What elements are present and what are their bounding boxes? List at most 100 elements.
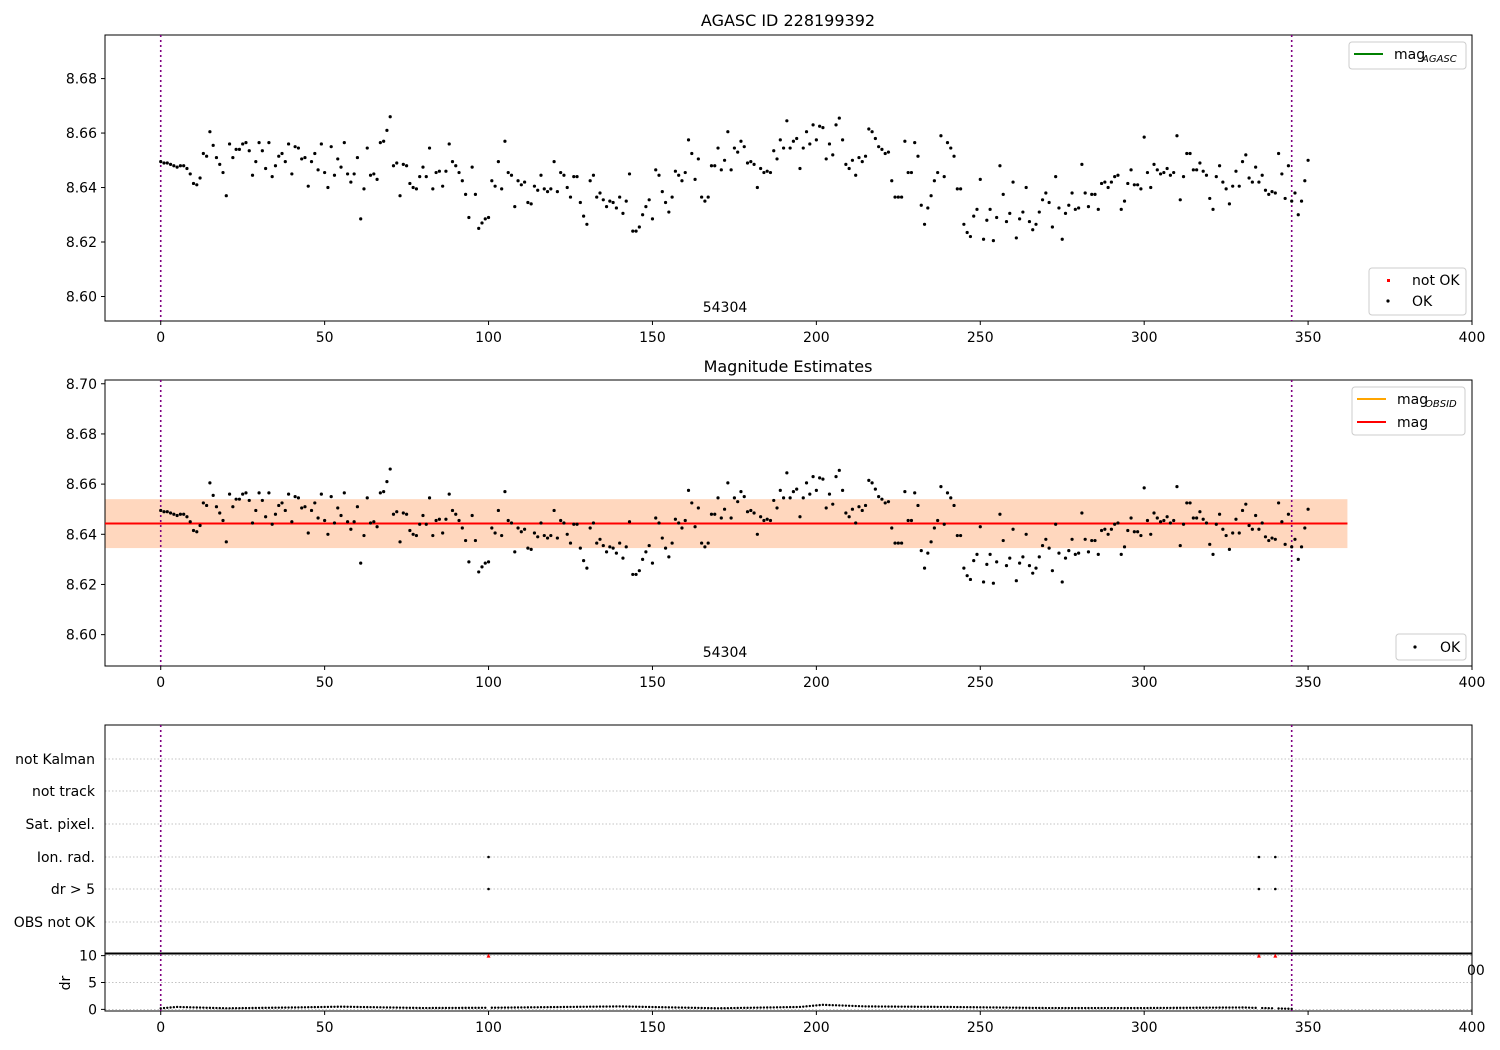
ok-point xyxy=(1250,527,1254,531)
ok-point xyxy=(1139,533,1143,538)
dr-point xyxy=(1182,1006,1185,1010)
ok-point xyxy=(1132,530,1136,534)
ok-point xyxy=(988,207,992,211)
dr-point xyxy=(788,1005,792,1009)
x-tick-label: 50 xyxy=(316,330,334,346)
ok-point xyxy=(1096,207,1100,211)
ok-point xyxy=(1217,164,1222,168)
dr-point xyxy=(726,1006,730,1010)
dr-point xyxy=(1247,1006,1251,1009)
ok-point xyxy=(660,190,664,194)
ok-point xyxy=(1250,180,1254,184)
ok-point xyxy=(555,536,559,540)
ok-point xyxy=(1191,516,1195,520)
ok-point xyxy=(1106,185,1110,190)
ok-point xyxy=(778,138,782,142)
dr-point xyxy=(618,1005,621,1008)
ok-points xyxy=(159,115,1310,243)
dr-point xyxy=(1015,1006,1018,1009)
ok-point xyxy=(936,170,940,175)
ok-point xyxy=(955,533,959,538)
ok-point xyxy=(922,566,927,570)
ok-point xyxy=(1257,527,1261,531)
dr-point xyxy=(1047,1006,1051,1010)
ok-point xyxy=(1181,522,1186,526)
dr-point xyxy=(906,1005,910,1008)
ok-point xyxy=(1165,166,1169,171)
ok-point xyxy=(1240,160,1245,164)
ok-point xyxy=(929,540,933,544)
dr-point xyxy=(811,1004,815,1007)
ok-point xyxy=(742,145,746,149)
ok-point xyxy=(1195,168,1199,172)
ok-point xyxy=(988,552,992,556)
ok-point xyxy=(1113,175,1117,179)
ok-point xyxy=(427,496,432,500)
ok-point xyxy=(929,194,933,198)
dr-point xyxy=(1270,1007,1274,1010)
x-tick-label: 0 xyxy=(156,1020,165,1036)
dr-point xyxy=(575,1005,579,1009)
ok-point xyxy=(657,173,661,177)
ok-point xyxy=(608,199,612,203)
dr-point xyxy=(608,1005,612,1008)
ok-point xyxy=(765,517,769,521)
ok-point xyxy=(870,481,874,485)
ok-point xyxy=(585,566,589,570)
ok-point xyxy=(1099,181,1104,186)
ok-point xyxy=(418,175,422,179)
ok-point xyxy=(981,580,986,584)
ok-point xyxy=(706,541,710,545)
dr-point xyxy=(762,1006,766,1009)
ok-point xyxy=(644,205,648,209)
ok-point xyxy=(526,200,530,205)
dr-point xyxy=(743,1006,746,1010)
ok-point xyxy=(906,518,910,523)
dr-point xyxy=(313,1005,317,1009)
dr-point xyxy=(1146,1006,1149,1010)
ok-point xyxy=(303,505,307,509)
dr-point xyxy=(1251,1006,1254,1009)
ok-point xyxy=(1201,517,1205,521)
dr-point xyxy=(1254,1006,1257,1010)
ok-point xyxy=(883,501,887,505)
x-tick-label: 150 xyxy=(639,1020,666,1036)
dr-point xyxy=(700,1006,703,1010)
ok-point xyxy=(375,177,379,181)
dr-point xyxy=(693,1006,697,1010)
dr-point xyxy=(1002,1006,1005,1009)
vlines xyxy=(159,35,1293,321)
ok-point xyxy=(1217,512,1222,516)
ok-point xyxy=(424,522,428,526)
dr-point xyxy=(1129,1006,1133,1010)
ok-point xyxy=(562,521,566,525)
ok-point xyxy=(847,515,851,519)
ok-point xyxy=(283,508,287,513)
ok-point xyxy=(1290,545,1294,549)
dr-point xyxy=(916,1005,920,1008)
ok-point xyxy=(454,164,458,168)
y-tick-label: 8.66 xyxy=(66,477,97,493)
ok-point xyxy=(693,177,697,181)
ok-point xyxy=(1162,518,1166,523)
dr-point xyxy=(516,1006,520,1009)
ok-point xyxy=(844,511,848,515)
dr-point xyxy=(343,1005,346,1008)
dr-point xyxy=(290,1006,294,1009)
ok-point xyxy=(683,518,687,523)
ok-point xyxy=(1172,518,1176,523)
ok-point xyxy=(801,146,805,150)
ok-point xyxy=(791,139,796,143)
ok-point xyxy=(840,138,845,142)
ok-point xyxy=(450,508,455,513)
ok-point xyxy=(752,511,756,515)
ok-point xyxy=(1103,527,1107,531)
ok-point xyxy=(693,525,697,529)
dr-point xyxy=(198,1006,202,1009)
ok-point xyxy=(532,531,537,535)
ok-point xyxy=(821,126,825,130)
dr-point xyxy=(159,1007,162,1010)
dr-point xyxy=(1038,1006,1041,1010)
ok-point xyxy=(768,518,773,523)
